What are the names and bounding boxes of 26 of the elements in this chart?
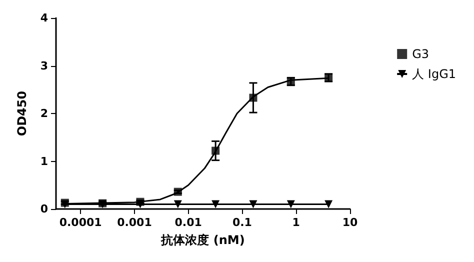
point (212, 200, 220, 208)
point (174, 200, 182, 208)
y-tick-label: 0 (40, 202, 48, 216)
x-axis-title: 抗体浓度 (nM) (160, 233, 245, 247)
y-axis-title: OD450 (15, 90, 29, 136)
y-tick-label: 3 (40, 59, 48, 72)
y-tick-label: 1 (40, 154, 48, 168)
x-tick-label: 0.0001 (59, 216, 102, 229)
point (136, 198, 144, 206)
y-tick-label: 2 (40, 107, 48, 120)
x-tick-label: 0.1 (232, 216, 252, 229)
point (212, 146, 220, 155)
x-tick-label: 0.01 (174, 216, 202, 229)
x-tick-label: 1 (292, 216, 300, 229)
point (249, 200, 258, 208)
point (60, 198, 69, 207)
legend-label: 人 IgG1 (412, 67, 456, 81)
y-tick-label: 4 (40, 12, 48, 24)
point (249, 94, 258, 102)
x-tick-label: 10 (342, 216, 358, 229)
point (98, 199, 107, 208)
legend-label: G3 (412, 47, 430, 61)
x-tick-label: 0.001 (117, 216, 152, 229)
point (174, 188, 182, 196)
point (286, 200, 295, 208)
point (324, 200, 333, 208)
